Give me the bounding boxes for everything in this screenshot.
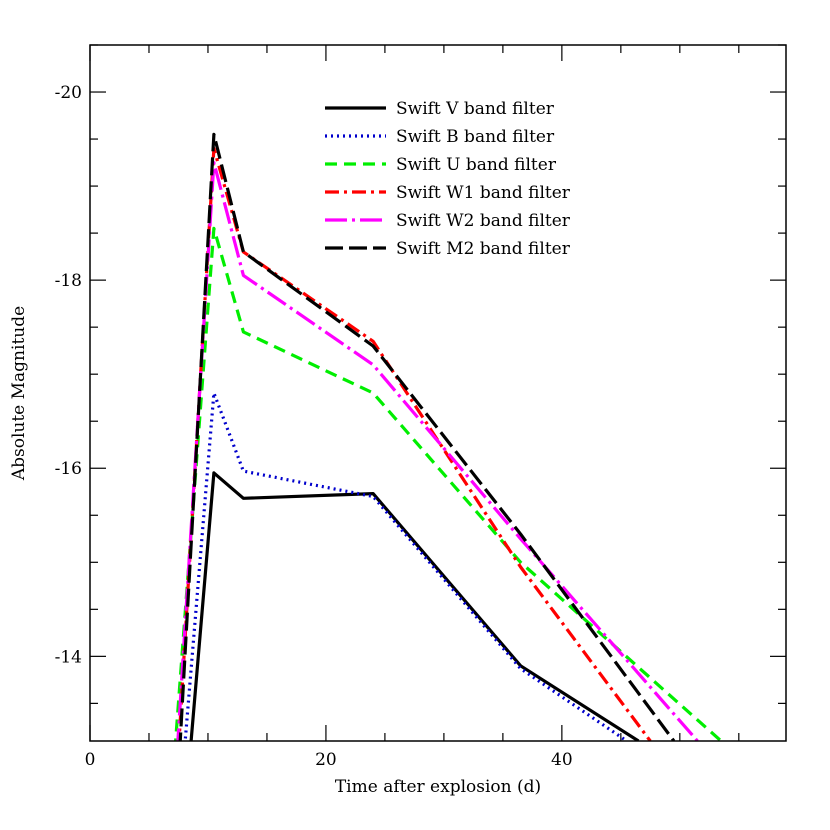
plot-frame [89, 44, 787, 742]
legend-label-2: Swift B band filter [396, 127, 555, 147]
legend-label-3: Swift U band filter [396, 155, 557, 175]
series-line-4 [177, 146, 652, 741]
y-tick-label: -16 [55, 459, 82, 479]
y-tick-label: -18 [55, 271, 82, 291]
legend-label-1: Swift V band filter [396, 99, 555, 119]
series-layer [173, 132, 723, 741]
x-tick-label: 40 [551, 750, 573, 770]
ticks-layer: 0 20 40 -20 -18 -16 -14 [55, 44, 786, 770]
series-line-2 [183, 391, 628, 741]
legend: Swift V band filter Swift B band filter Sw… [325, 99, 571, 259]
y-axis-label: Absolute Magnitude [9, 306, 29, 481]
legend-label-6: Swift M2 band filter [396, 239, 571, 259]
x-tick-label: 0 [85, 750, 96, 770]
x-tick-label: 20 [315, 750, 337, 770]
series-line-6 [178, 132, 676, 741]
series-line-1 [189, 471, 640, 741]
legend-label-5: Swift W2 band filter [396, 211, 571, 231]
y-tick-label: -20 [55, 83, 82, 103]
y-tick-label: -14 [55, 647, 82, 667]
x-axis-label: Time after explosion (d) [335, 777, 541, 797]
legend-label-4: Swift W1 band filter [396, 183, 571, 203]
